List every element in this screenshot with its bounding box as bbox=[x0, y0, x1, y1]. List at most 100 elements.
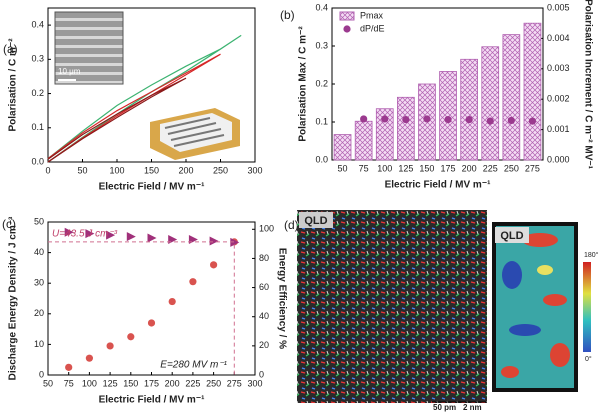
x-tick-label: 275 bbox=[227, 378, 242, 388]
y-tick-label: 0.003 bbox=[547, 63, 570, 73]
point bbox=[423, 115, 431, 123]
x-tick-label: 100 bbox=[82, 378, 97, 388]
label-box bbox=[299, 212, 333, 228]
scale-label: 10 μm bbox=[58, 67, 81, 76]
x-axis-title: Electric Field / MV m⁻¹ bbox=[99, 395, 206, 406]
y-tick-label: 20 bbox=[259, 340, 269, 350]
bar bbox=[375, 108, 394, 161]
x-tick-label: 200 bbox=[462, 163, 477, 173]
y-tick-label: 0.1 bbox=[31, 122, 44, 132]
y-tick-label: 0.005 bbox=[547, 2, 570, 12]
point bbox=[106, 342, 114, 350]
scale-label: 50 pm bbox=[433, 403, 456, 412]
x-tick-label: 150 bbox=[419, 163, 434, 173]
colorbar bbox=[583, 262, 591, 352]
y-tick-label: 0.4 bbox=[31, 19, 44, 29]
y-tick-label: 0.4 bbox=[315, 2, 328, 12]
point bbox=[147, 233, 157, 243]
capacitor-inset bbox=[150, 108, 240, 160]
point bbox=[147, 319, 156, 327]
scale-label: 2 nm bbox=[463, 403, 482, 412]
y-tick-label: 80 bbox=[259, 253, 269, 263]
point bbox=[85, 229, 95, 239]
image-label: QLD bbox=[500, 230, 523, 242]
x-tick-label: 150 bbox=[123, 378, 138, 388]
y-tick-label: 0.0 bbox=[31, 156, 44, 166]
x-axis-title: Electric Field / MV m⁻¹ bbox=[99, 182, 206, 193]
annotation: E=280 MV m⁻¹ bbox=[160, 360, 227, 371]
bar bbox=[397, 96, 415, 161]
y-tick-label: 0.3 bbox=[31, 54, 44, 64]
point bbox=[402, 115, 410, 124]
x-tick-label: 50 bbox=[43, 378, 53, 388]
point bbox=[126, 232, 136, 242]
legend-label: Pmax bbox=[360, 10, 384, 20]
bar bbox=[502, 34, 521, 161]
point bbox=[188, 234, 198, 244]
atomic-image bbox=[297, 210, 487, 403]
point bbox=[230, 237, 240, 247]
point bbox=[168, 234, 178, 244]
y-tick-label: 50 bbox=[34, 216, 44, 226]
x-tick-label: 175 bbox=[441, 163, 456, 173]
point bbox=[528, 117, 537, 125]
y-tick-label: 0.001 bbox=[547, 124, 570, 134]
x-tick-label: 50 bbox=[77, 165, 87, 175]
y-tick-label: 0.2 bbox=[315, 78, 328, 88]
y-tick-label: 10 bbox=[34, 339, 44, 349]
x-tick-label: 125 bbox=[103, 378, 118, 388]
map-domains bbox=[501, 233, 570, 378]
bar bbox=[439, 71, 457, 161]
point bbox=[465, 115, 473, 124]
plot-frame bbox=[47, 221, 256, 376]
label-box bbox=[495, 227, 529, 243]
y-tick-label: 30 bbox=[34, 278, 44, 288]
y-tick-label: 100 bbox=[259, 224, 274, 234]
point bbox=[444, 115, 452, 124]
guide-line bbox=[48, 241, 235, 375]
y-tick-label: 60 bbox=[259, 282, 269, 292]
bar bbox=[523, 22, 542, 161]
y-axis-title: Polarisation Max / C m⁻² bbox=[298, 26, 309, 142]
y2-axis-title: Polarisation Increment / C m⁻² MV⁻¹ bbox=[582, 0, 593, 170]
image-label: QLD bbox=[304, 215, 327, 227]
x-tick-label: 300 bbox=[247, 378, 262, 388]
x-tick-label: 250 bbox=[504, 163, 519, 173]
x-tick-label: 75 bbox=[359, 163, 369, 173]
x-tick-label: 0 bbox=[45, 165, 50, 175]
point bbox=[210, 261, 218, 269]
y-tick-label: 40 bbox=[259, 311, 269, 321]
point bbox=[381, 115, 389, 123]
bar bbox=[460, 58, 478, 161]
point bbox=[65, 363, 73, 371]
x-tick-label: 225 bbox=[185, 378, 200, 388]
sem-inset bbox=[54, 11, 124, 85]
y-tick-label: 0.0 bbox=[315, 154, 328, 164]
x-axis-title: Electric Field / MV m⁻¹ bbox=[385, 180, 492, 191]
point bbox=[189, 278, 197, 286]
panel-label: (a) bbox=[3, 42, 18, 56]
x-tick-label: 275 bbox=[525, 163, 540, 173]
x-tick-label: 300 bbox=[247, 165, 262, 175]
y-tick-label: 0.3 bbox=[315, 40, 328, 50]
legend-label: dP/dE bbox=[360, 23, 385, 33]
point bbox=[168, 297, 176, 306]
bar bbox=[333, 134, 352, 161]
y-tick-label: 0.1 bbox=[315, 116, 328, 126]
x-tick-label: 100 bbox=[377, 163, 392, 173]
point bbox=[486, 117, 494, 125]
loop-line bbox=[47, 77, 187, 163]
x-tick-label: 250 bbox=[206, 378, 221, 388]
x-tick-label: 100 bbox=[109, 165, 124, 175]
x-tick-label: 250 bbox=[213, 165, 228, 175]
bar bbox=[481, 46, 500, 161]
x-tick-label: 175 bbox=[144, 378, 159, 388]
y-tick-label: 0.2 bbox=[31, 88, 44, 98]
y-tick-label: 0 bbox=[259, 369, 264, 379]
annotation: U=43.5 J cm⁻³ bbox=[52, 229, 118, 240]
point bbox=[85, 354, 93, 362]
legend-swatch bbox=[343, 25, 351, 33]
panel-label: (d) bbox=[284, 218, 299, 232]
bar bbox=[354, 120, 373, 161]
